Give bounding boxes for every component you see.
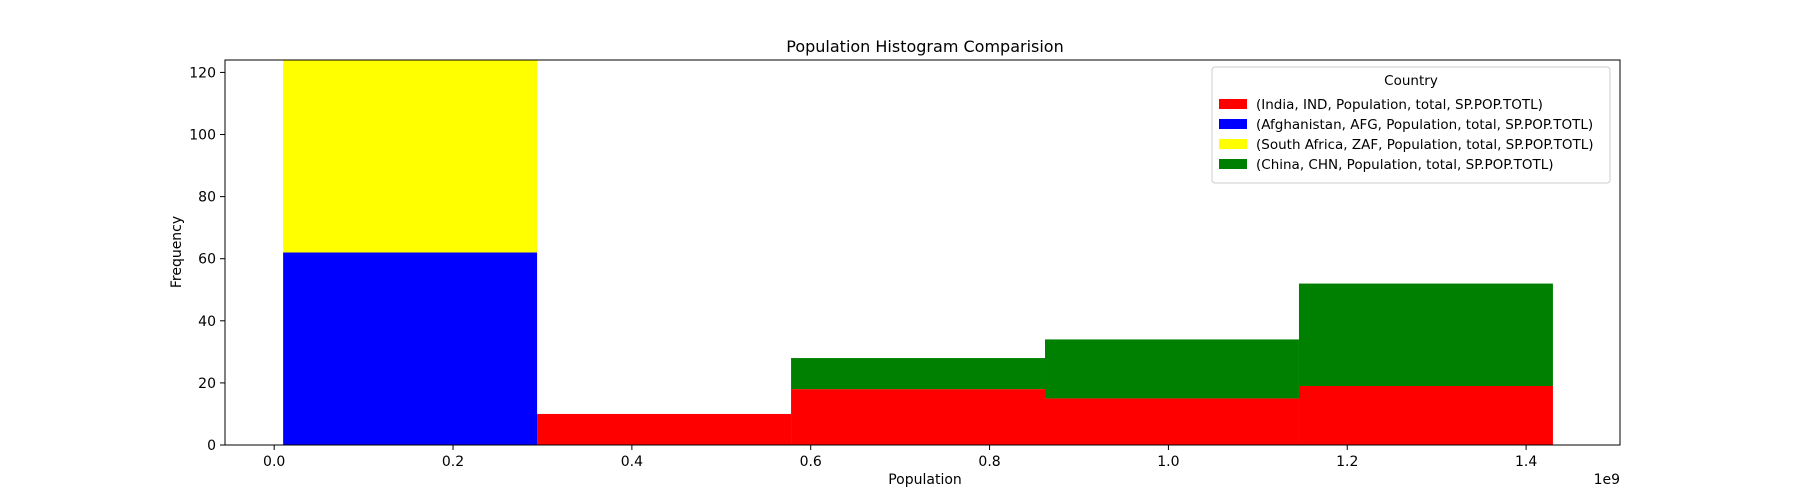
y-tick-label: 80 [198,190,216,206]
y-axis-label: Frequency [169,216,185,288]
bar-series-3-bin-3 [1045,339,1299,399]
x-tick-label: 0.2 [442,454,464,470]
x-tick-label: 1.4 [1515,454,1537,470]
x-axis-label: Population [888,472,962,488]
x-tick-label: 0.6 [800,454,822,470]
x-tick-label: 1.2 [1336,454,1358,470]
x-axis-offset-label: 1e9 [1594,472,1620,488]
x-tick-label: 0.0 [263,454,285,470]
legend: Country (India, IND, Population, total, S… [1211,66,1611,184]
bar-series-0-bin-3 [1045,398,1299,445]
bar-series-3-bin-2 [791,358,1046,390]
plot-frame [224,59,1621,446]
legend-swatch [1219,119,1247,129]
y-tick-label: 120 [189,65,216,81]
legend-entry: (China, CHN, Population, total, SP.POP.T… [1256,157,1554,173]
y-tick-label: 40 [198,314,216,330]
y-tick-label: 0 [207,438,216,454]
bars-group [283,60,1553,445]
legend-entry: (India, IND, Population, total, SP.POP.T… [1256,97,1543,113]
bar-series-1-bin-0 [283,252,538,445]
bar-series-2-bin-0 [283,60,538,253]
legend-swatch [1219,139,1247,149]
bar-series-0-bin-4 [1298,386,1553,445]
bar-series-0-bin-2 [791,389,1046,445]
x-tick-label: 0.8 [978,454,1000,470]
y-tick-label: 20 [198,376,216,392]
x-tick-label: 1.0 [1157,454,1179,470]
bar-series-0-bin-1 [537,413,792,445]
legend-entry: (South Africa, ZAF, Population, total, S… [1256,137,1594,153]
legend-box [1211,66,1611,184]
legend-entry: (Afghanistan, AFG, Population, total, SP… [1256,117,1593,133]
y-axis: 0 20 40 60 80 100 120 [189,65,225,454]
legend-title: Country [1384,73,1438,89]
legend-swatch [1219,159,1247,169]
x-axis: 0.0 0.2 0.4 0.6 0.8 1.0 1.2 1.4 [263,445,1537,470]
y-tick-label: 60 [198,252,216,268]
chart-title: Population Histogram Comparision [786,37,1063,56]
x-tick-label: 0.4 [621,454,643,470]
bar-series-3-bin-4 [1298,283,1553,387]
legend-swatch [1219,99,1247,109]
y-tick-label: 100 [189,128,216,144]
